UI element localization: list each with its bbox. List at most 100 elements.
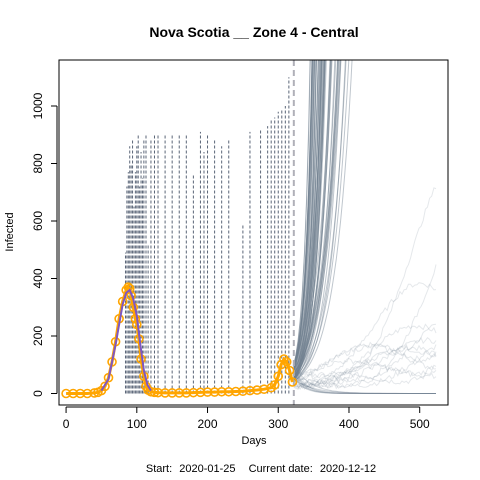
simulation-line (293, 375, 436, 394)
simulation-line (293, 60, 332, 380)
simulation-line (293, 60, 313, 366)
simulation-line (293, 60, 313, 371)
simulation-line (293, 60, 317, 373)
y-axis-label: Infected (4, 212, 16, 251)
simulation-line (293, 60, 313, 370)
observed-point (279, 354, 289, 364)
simulation-line (293, 344, 437, 389)
observed-point (216, 386, 227, 397)
simulation-line (293, 365, 436, 394)
observed-point (231, 386, 241, 397)
simulation-line (293, 60, 323, 381)
x-axis: 0 100 200 300 400 500 (63, 406, 430, 431)
simulation-line (293, 60, 341, 373)
simulation-line (293, 374, 436, 394)
simulation-line (293, 60, 332, 371)
simulation-line (293, 60, 319, 370)
chart-title: Nova Scotia __ Zone 4 - Central (149, 24, 358, 40)
observed-point (195, 387, 206, 398)
observed-point (284, 365, 295, 376)
fit-line (100, 288, 152, 392)
y-tick-label: 0 (31, 390, 45, 397)
simulation-line (293, 60, 339, 374)
x-tick-label: 300 (268, 417, 288, 431)
simulation-line (293, 60, 327, 378)
simulation-line (293, 60, 323, 365)
simulation-line (293, 60, 323, 379)
simulation-line (293, 60, 315, 366)
simulation-line (293, 60, 325, 369)
plot-area (58, 59, 449, 406)
observed-point (68, 388, 78, 399)
x-tick-label: 100 (127, 417, 147, 431)
observed-point (130, 313, 141, 324)
simulation-line (293, 60, 323, 373)
simulation-line (293, 60, 314, 368)
simulation-line (293, 60, 313, 368)
simulation-line (293, 344, 436, 384)
observed-point (160, 388, 170, 398)
simulation-line (293, 60, 313, 371)
plot-frame (58, 59, 449, 406)
simulation-line (293, 373, 436, 394)
simulation-line (293, 60, 340, 370)
simulation-line (293, 264, 437, 383)
observed-point (276, 359, 286, 370)
observed-point (174, 388, 185, 398)
simulation-line (293, 323, 437, 389)
simulation-line (293, 60, 322, 368)
observed-point (188, 387, 199, 398)
simulation-line (293, 60, 320, 380)
simulation-line (293, 60, 322, 381)
observed-point (252, 385, 262, 395)
simulation-line (293, 60, 321, 367)
simulation-line (293, 60, 339, 378)
simulation-line (293, 343, 437, 390)
observed-point (202, 387, 213, 397)
simulation-line (293, 60, 317, 383)
simulation-line (293, 60, 327, 376)
observed-point (245, 385, 255, 396)
observed-point (149, 387, 160, 398)
simulation-line (293, 60, 350, 381)
daily-cases-layer (124, 77, 290, 394)
observed-point (61, 388, 71, 399)
simulation-line (293, 60, 313, 372)
simulation-line (293, 357, 437, 379)
observed-point (75, 388, 86, 399)
simulation-line (293, 60, 319, 378)
simulation-line (293, 60, 315, 366)
y-tick-label: 800 (31, 153, 45, 173)
simulation-line (293, 378, 436, 394)
simulation-line (293, 370, 437, 385)
x-tick-label: 400 (339, 417, 359, 431)
current-date: 2020-12-12 (320, 463, 376, 475)
simulation-line (293, 60, 318, 377)
simulation-line (293, 60, 320, 379)
observed-point (181, 388, 192, 398)
simulation-line (293, 60, 324, 366)
observed-point (281, 357, 292, 367)
observed-point (82, 388, 93, 399)
simulation-line (293, 60, 346, 382)
fit-layer (100, 288, 152, 392)
simulation-line (293, 323, 437, 390)
x-tick-label: 500 (410, 417, 430, 431)
simulation-line (293, 379, 436, 394)
simulation-line (293, 367, 436, 394)
footer-dates: Start: 2020-01-25 Current date: 2020-12-… (146, 463, 376, 475)
observed-point (167, 388, 177, 398)
simulation-line (293, 60, 333, 378)
simulation-line (293, 372, 436, 394)
observed-point (223, 386, 234, 397)
x-tick-label: 0 (63, 417, 70, 431)
y-tick-label: 600 (31, 211, 45, 231)
observed-point (269, 380, 280, 390)
simulation-line (293, 341, 437, 383)
simulation-line (293, 60, 342, 376)
simulation-line (293, 378, 436, 394)
simulation-line (293, 60, 336, 381)
simulation-line (293, 363, 437, 388)
simulation-line (293, 60, 316, 368)
